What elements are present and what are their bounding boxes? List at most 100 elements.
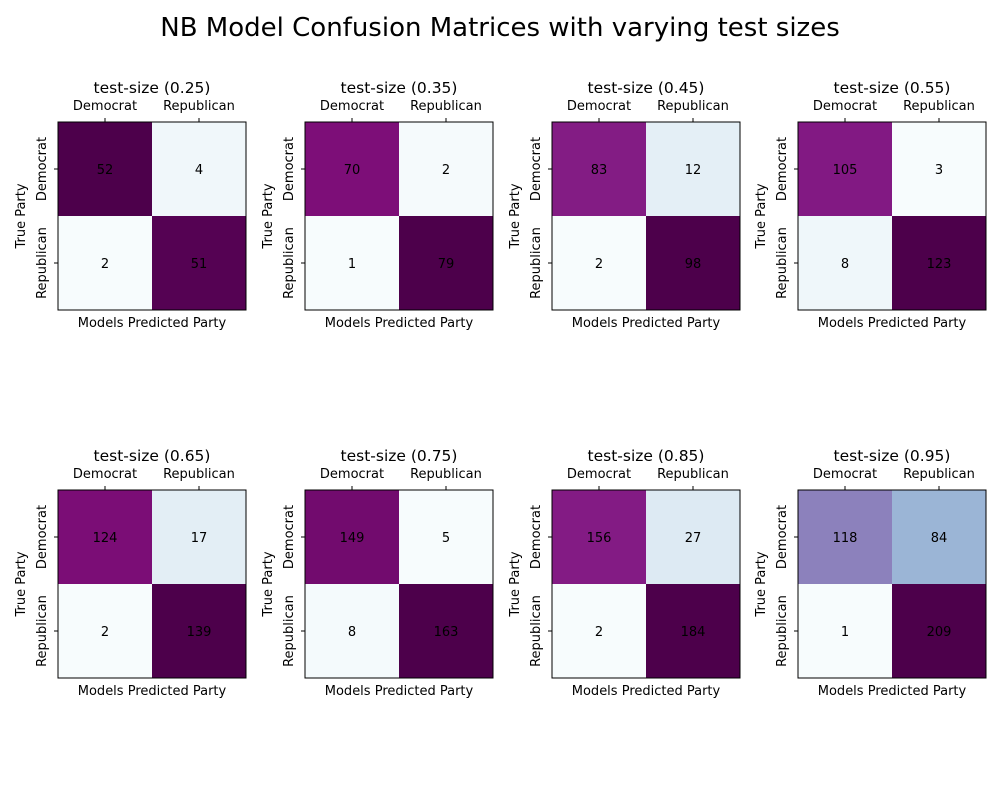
matrix-5-y-tick-label: Democrat bbox=[35, 505, 50, 569]
matrix-4-y-tick-label: Republican bbox=[775, 227, 790, 299]
matrix-2-x-tick-label: Democrat bbox=[320, 99, 384, 114]
matrix-7-cell-democrat-republican bbox=[646, 490, 740, 584]
matrix-1-cell-value: 4 bbox=[195, 163, 203, 178]
matrix-4-cell-republican-democrat bbox=[798, 216, 892, 310]
matrix-7-cell-democrat-democrat bbox=[552, 490, 646, 584]
matrix-8-y-tick-label: Democrat bbox=[775, 505, 790, 569]
matrix-4-x-tick-label: Republican bbox=[903, 99, 975, 114]
matrix-7-cell-value: 156 bbox=[587, 531, 612, 546]
matrix-4-cell-democrat-republican bbox=[892, 122, 986, 216]
matrix-7-cell-republican-republican bbox=[646, 584, 740, 678]
matrix-1-y-axis-label: True Party bbox=[14, 183, 29, 249]
matrix-8-x-axis-label: Models Predicted Party bbox=[818, 684, 967, 699]
matrix-5-cell-democrat-republican bbox=[152, 490, 246, 584]
matrix-8-cell-value: 209 bbox=[927, 625, 952, 640]
matrix-7-y-axis-label: True Party bbox=[508, 551, 523, 617]
matrix-7-cell-value: 2 bbox=[595, 625, 603, 640]
matrix-1-cell-value: 2 bbox=[101, 257, 109, 272]
matrix-7-x-axis-label: Models Predicted Party bbox=[572, 684, 721, 699]
matrix-4-cell-republican-republican bbox=[892, 216, 986, 310]
matrix-4-y-axis-label: True Party bbox=[754, 183, 769, 249]
matrix-3-cell-value: 83 bbox=[591, 163, 608, 178]
matrix-6-cell-democrat-republican bbox=[399, 490, 493, 584]
matrix-2-cell-value: 79 bbox=[438, 257, 455, 272]
matrix-1-cell-value: 52 bbox=[97, 163, 114, 178]
matrix-2-cell-democrat-republican bbox=[399, 122, 493, 216]
matrix-6-x-axis-label: Models Predicted Party bbox=[325, 684, 474, 699]
matrix-8-cell-value: 118 bbox=[833, 531, 858, 546]
matrix-1-cell-republican-democrat bbox=[58, 216, 152, 310]
matrix-5-title: test-size (0.65) bbox=[94, 447, 211, 465]
matrix-6-cell-value: 8 bbox=[348, 625, 356, 640]
matrix-6-y-tick-label: Democrat bbox=[282, 505, 297, 569]
matrix-2-y-axis-label: True Party bbox=[261, 183, 276, 249]
matrix-2-frame bbox=[304, 121, 494, 311]
matrix-5-cell-democrat-democrat bbox=[58, 490, 152, 584]
matrix-2-x-axis-label: Models Predicted Party bbox=[325, 316, 474, 331]
matrix-1-cell-value: 51 bbox=[191, 257, 208, 272]
matrix-6-cell-republican-republican bbox=[399, 584, 493, 678]
matrix-6-cell-value: 5 bbox=[442, 531, 450, 546]
matrix-4-cell-value: 8 bbox=[841, 257, 849, 272]
matrix-6-cell-value: 149 bbox=[340, 531, 365, 546]
matrix-5-cell-republican-democrat bbox=[58, 584, 152, 678]
matrix-3-title: test-size (0.45) bbox=[588, 79, 705, 97]
matrix-4-cell-democrat-democrat bbox=[798, 122, 892, 216]
matrix-3-cell-democrat-republican bbox=[646, 122, 740, 216]
matrix-8-x-tick-label: Democrat bbox=[813, 467, 877, 482]
matrix-5-cell-value: 124 bbox=[93, 531, 118, 546]
matrix-3-cell-value: 98 bbox=[685, 257, 702, 272]
matrix-7-x-tick-label: Democrat bbox=[567, 467, 631, 482]
matrix-6-x-tick-label: Democrat bbox=[320, 467, 384, 482]
matrix-1-title: test-size (0.25) bbox=[94, 79, 211, 97]
matrix-7-y-tick-label: Democrat bbox=[529, 505, 544, 569]
matrix-7-cell-value: 184 bbox=[681, 625, 706, 640]
matrix-4-cell-value: 123 bbox=[927, 257, 952, 272]
matrix-7-cell-republican-democrat bbox=[552, 584, 646, 678]
matrix-1-x-axis-label: Models Predicted Party bbox=[78, 316, 227, 331]
matrix-3-cell-democrat-democrat bbox=[552, 122, 646, 216]
matrix-8-cell-republican-democrat bbox=[798, 584, 892, 678]
matrix-8-cell-republican-republican bbox=[892, 584, 986, 678]
matrix-4-x-tick-label: Democrat bbox=[813, 99, 877, 114]
matrix-2-cell-republican-democrat bbox=[305, 216, 399, 310]
matrix-4-x-axis-label: Models Predicted Party bbox=[818, 316, 967, 331]
matrix-8-cell-democrat-republican bbox=[892, 490, 986, 584]
matrix-6-cell-republican-democrat bbox=[305, 584, 399, 678]
matrix-7-cell-value: 27 bbox=[685, 531, 702, 546]
matrix-8-title: test-size (0.95) bbox=[834, 447, 951, 465]
matrix-8-cell-democrat-democrat bbox=[798, 490, 892, 584]
matrix-2-cell-republican-republican bbox=[399, 216, 493, 310]
matrix-6-title: test-size (0.75) bbox=[341, 447, 458, 465]
matrix-7-x-tick-label: Republican bbox=[657, 467, 729, 482]
matrix-7-y-tick-label: Republican bbox=[529, 595, 544, 667]
matrix-8-y-tick-label: Republican bbox=[775, 595, 790, 667]
matrix-6-x-tick-label: Republican bbox=[410, 467, 482, 482]
matrix-8-cell-value: 84 bbox=[931, 531, 948, 546]
matrix-5-y-tick-label: Republican bbox=[35, 595, 50, 667]
matrix-8-cell-value: 1 bbox=[841, 625, 849, 640]
matrix-2-cell-value: 1 bbox=[348, 257, 356, 272]
matrix-4-frame bbox=[797, 121, 987, 311]
matrix-3-x-tick-label: Democrat bbox=[567, 99, 631, 114]
matrix-2-y-tick-label: Republican bbox=[282, 227, 297, 299]
matrix-1-y-tick-label: Republican bbox=[35, 227, 50, 299]
matrix-6-y-tick-label: Republican bbox=[282, 595, 297, 667]
matrix-3-y-axis-label: True Party bbox=[508, 183, 523, 249]
matrix-5-frame bbox=[57, 489, 247, 679]
matrix-5-x-axis-label: Models Predicted Party bbox=[78, 684, 227, 699]
matrix-1-cell-republican-republican bbox=[152, 216, 246, 310]
matrix-6-frame bbox=[304, 489, 494, 679]
matrix-3-x-tick-label: Republican bbox=[657, 99, 729, 114]
matrix-2-cell-value: 70 bbox=[344, 163, 361, 178]
matrix-6-cell-democrat-democrat bbox=[305, 490, 399, 584]
matrix-3-x-axis-label: Models Predicted Party bbox=[572, 316, 721, 331]
matrix-5-x-tick-label: Republican bbox=[163, 467, 235, 482]
matrix-6-cell-value: 163 bbox=[434, 625, 459, 640]
matrix-7-title: test-size (0.85) bbox=[588, 447, 705, 465]
matrix-1-y-tick-label: Democrat bbox=[35, 137, 50, 201]
matrix-2-cell-democrat-democrat bbox=[305, 122, 399, 216]
matrix-2-cell-value: 2 bbox=[442, 163, 450, 178]
matrix-3-y-tick-label: Democrat bbox=[529, 137, 544, 201]
